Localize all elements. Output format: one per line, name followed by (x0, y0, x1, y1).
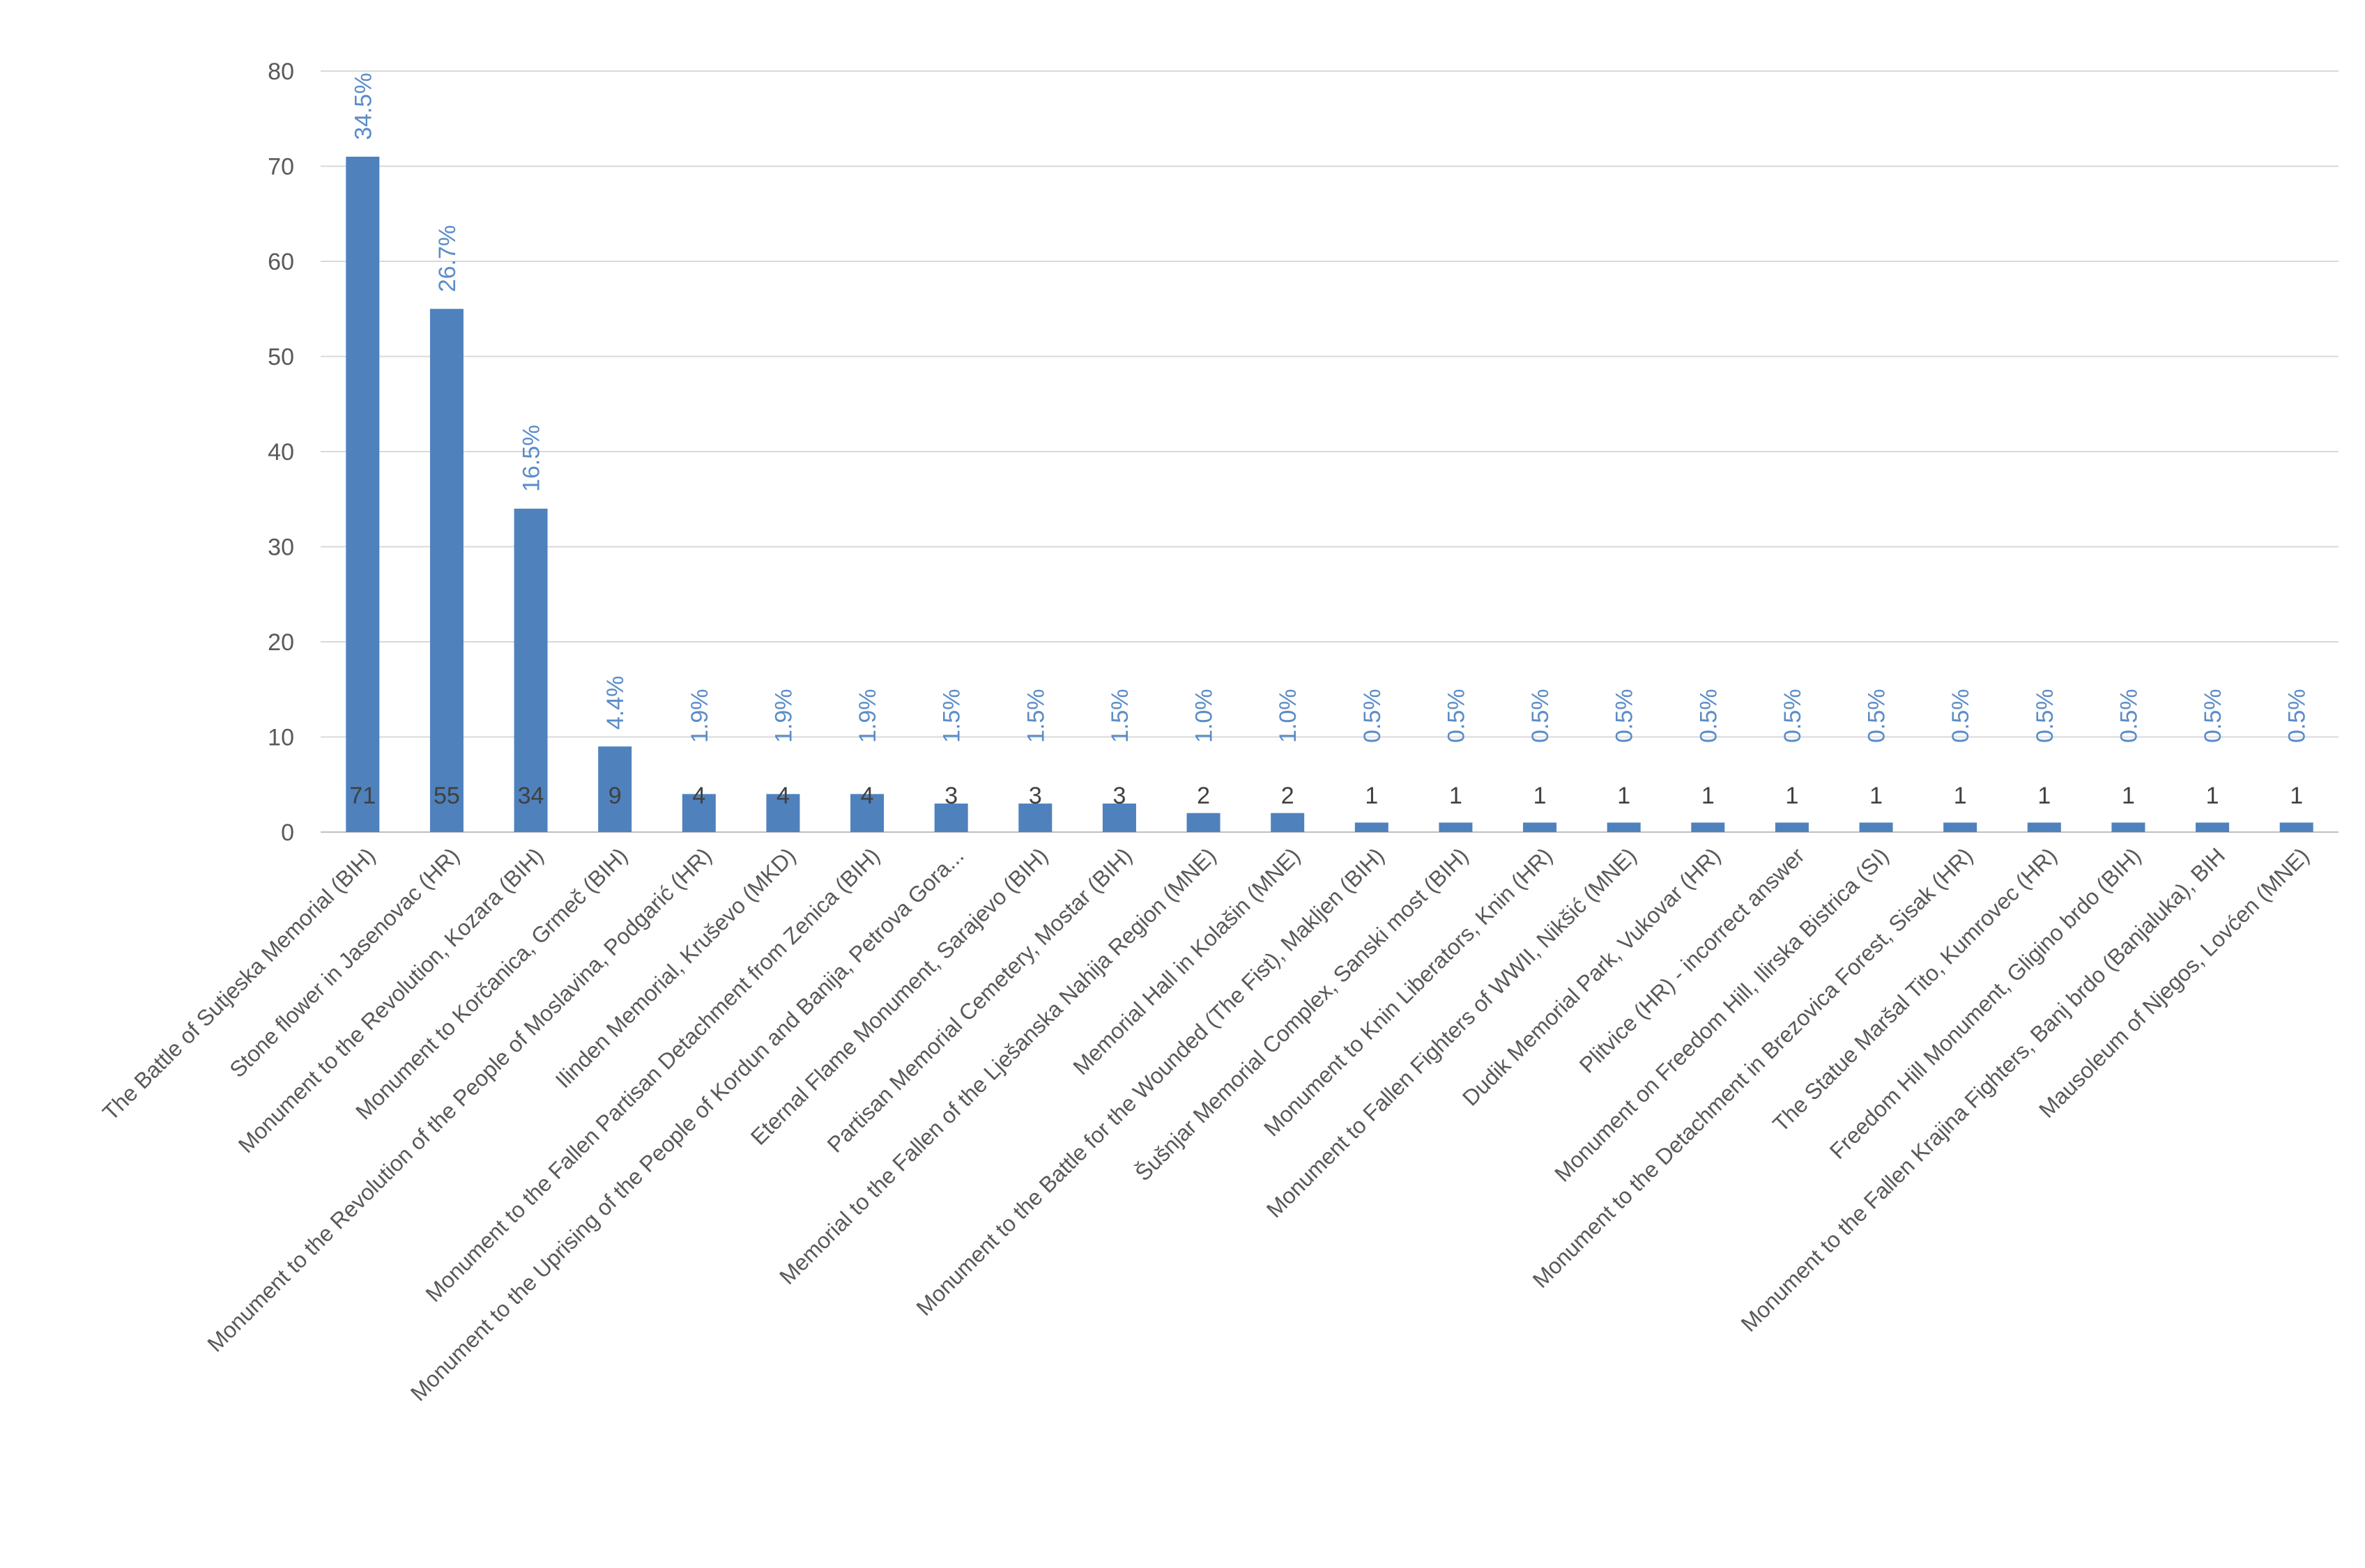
bar (1859, 822, 1893, 832)
bar (1354, 822, 1388, 832)
percent-label: 0.5% (2115, 689, 2142, 744)
y-tick-label: 40 (268, 439, 294, 466)
count-label: 1 (1617, 783, 1630, 809)
bar (850, 794, 885, 832)
bar (1691, 822, 1725, 832)
bar (2027, 822, 2061, 832)
percent-label: 1.9% (770, 689, 797, 744)
y-tick-label: 0 (281, 820, 294, 846)
y-axis-ticks: 0 10 20 30 40 50 60 70 80 (268, 59, 294, 846)
percent-label: 0.5% (1780, 689, 1806, 744)
bar (1943, 822, 1977, 832)
count-label: 1 (2206, 783, 2219, 809)
count-label: 9 (609, 783, 622, 809)
bars (346, 156, 2313, 833)
bar (2196, 822, 2230, 832)
bar (2111, 822, 2145, 832)
percent-label: 4.4% (602, 676, 629, 730)
percent-label: 16.5% (519, 424, 545, 491)
count-label: 1 (2037, 783, 2051, 809)
percent-label: 0.5% (2032, 689, 2058, 744)
count-label: 1 (1533, 783, 1547, 809)
percent-label: 0.5% (1947, 689, 1974, 744)
bar (1271, 813, 1305, 832)
x-tick-label: The Statue Maršal Tito, Kumrovec (HR) (1768, 843, 2062, 1137)
percent-label: 1.9% (687, 689, 713, 744)
bar (1523, 822, 1557, 832)
percent-label: 0.5% (1359, 689, 1386, 744)
count-label: 3 (944, 783, 958, 809)
percent-label: 1.5% (1107, 689, 1133, 744)
percent-label: 26.7% (434, 225, 461, 292)
bar (598, 746, 632, 832)
percent-label: 1.9% (855, 689, 881, 744)
bar (429, 309, 464, 832)
bar (934, 804, 968, 832)
percent-label: 0.5% (1864, 689, 1890, 744)
count-label: 3 (1029, 783, 1042, 809)
count-label: 1 (1954, 783, 1967, 809)
x-tick-label: Partisan Memorial Cemetery, Mostar (BIH) (822, 843, 1137, 1157)
bar (1186, 813, 1220, 832)
count-label: 1 (1869, 783, 1883, 809)
count-label: 3 (1112, 783, 1126, 809)
count-label: 1 (1449, 783, 1462, 809)
percent-label: 0.5% (2284, 689, 2311, 744)
bar (1607, 822, 1641, 832)
bar (1775, 822, 1809, 832)
bar (766, 794, 800, 832)
percent-label: 34.5% (350, 72, 376, 139)
bar (682, 794, 716, 832)
y-tick-label: 30 (268, 535, 294, 561)
y-tick-label: 70 (268, 154, 294, 180)
percent-label: 1.0% (1191, 689, 1218, 744)
percent-label: 0.5% (1612, 689, 1638, 744)
y-tick-label: 60 (268, 249, 294, 275)
percent-label: 1.5% (939, 689, 965, 744)
x-tick-label: Monument to the Uprising of the People o… (406, 843, 969, 1406)
count-label: 1 (1785, 783, 1798, 809)
count-label: 2 (1281, 783, 1294, 809)
count-label: 2 (1197, 783, 1210, 809)
y-tick-label: 10 (268, 725, 294, 751)
bar (346, 156, 380, 833)
percent-label: 0.5% (1695, 689, 1722, 744)
bar (1018, 804, 1053, 832)
y-tick-label: 20 (268, 629, 294, 656)
x-tick-label: Monument to Knin Liberators, Knin (HR) (1259, 843, 1557, 1141)
count-label: 1 (2122, 783, 2135, 809)
percent-label: 0.5% (2200, 689, 2226, 744)
bar (2279, 822, 2313, 832)
count-label: 4 (861, 783, 874, 809)
percent-label: 1.0% (1275, 689, 1301, 744)
count-label: 1 (1365, 783, 1378, 809)
count-label: 71 (349, 783, 376, 809)
y-tick-label: 80 (268, 59, 294, 85)
count-label: 34 (518, 783, 544, 809)
bar (514, 508, 548, 832)
gridlines (321, 70, 2339, 833)
count-label: 1 (2290, 783, 2303, 809)
count-label: 4 (776, 783, 790, 809)
percent-label: 0.5% (1527, 689, 1554, 744)
bar (1439, 822, 1473, 832)
x-tick-label: Eternal Flame Monument, Sarajevo (BIH) (746, 843, 1053, 1149)
x-axis-ticks: The Battle of Sutjeska Memorial (BIH)Sto… (98, 843, 2314, 1406)
x-tick-label: Monument to the Revolution, Kozara (BIH) (234, 843, 549, 1158)
x-tick-label: Freedom Hill Monument, Gligino brdo (BIH… (1825, 843, 2146, 1164)
data-labels: 71 34.5% 55 26.7% 34 16.5% 9 4.4% 4 1.9% 4 1.9% 4 1.9… (349, 72, 2310, 809)
percent-label: 1.5% (1023, 689, 1049, 744)
percent-label: 0.5% (1443, 689, 1469, 744)
count-label: 55 (434, 783, 460, 809)
bar (1102, 804, 1136, 832)
count-label: 1 (1701, 783, 1715, 809)
y-tick-label: 50 (268, 344, 294, 371)
count-label: 4 (692, 783, 705, 809)
